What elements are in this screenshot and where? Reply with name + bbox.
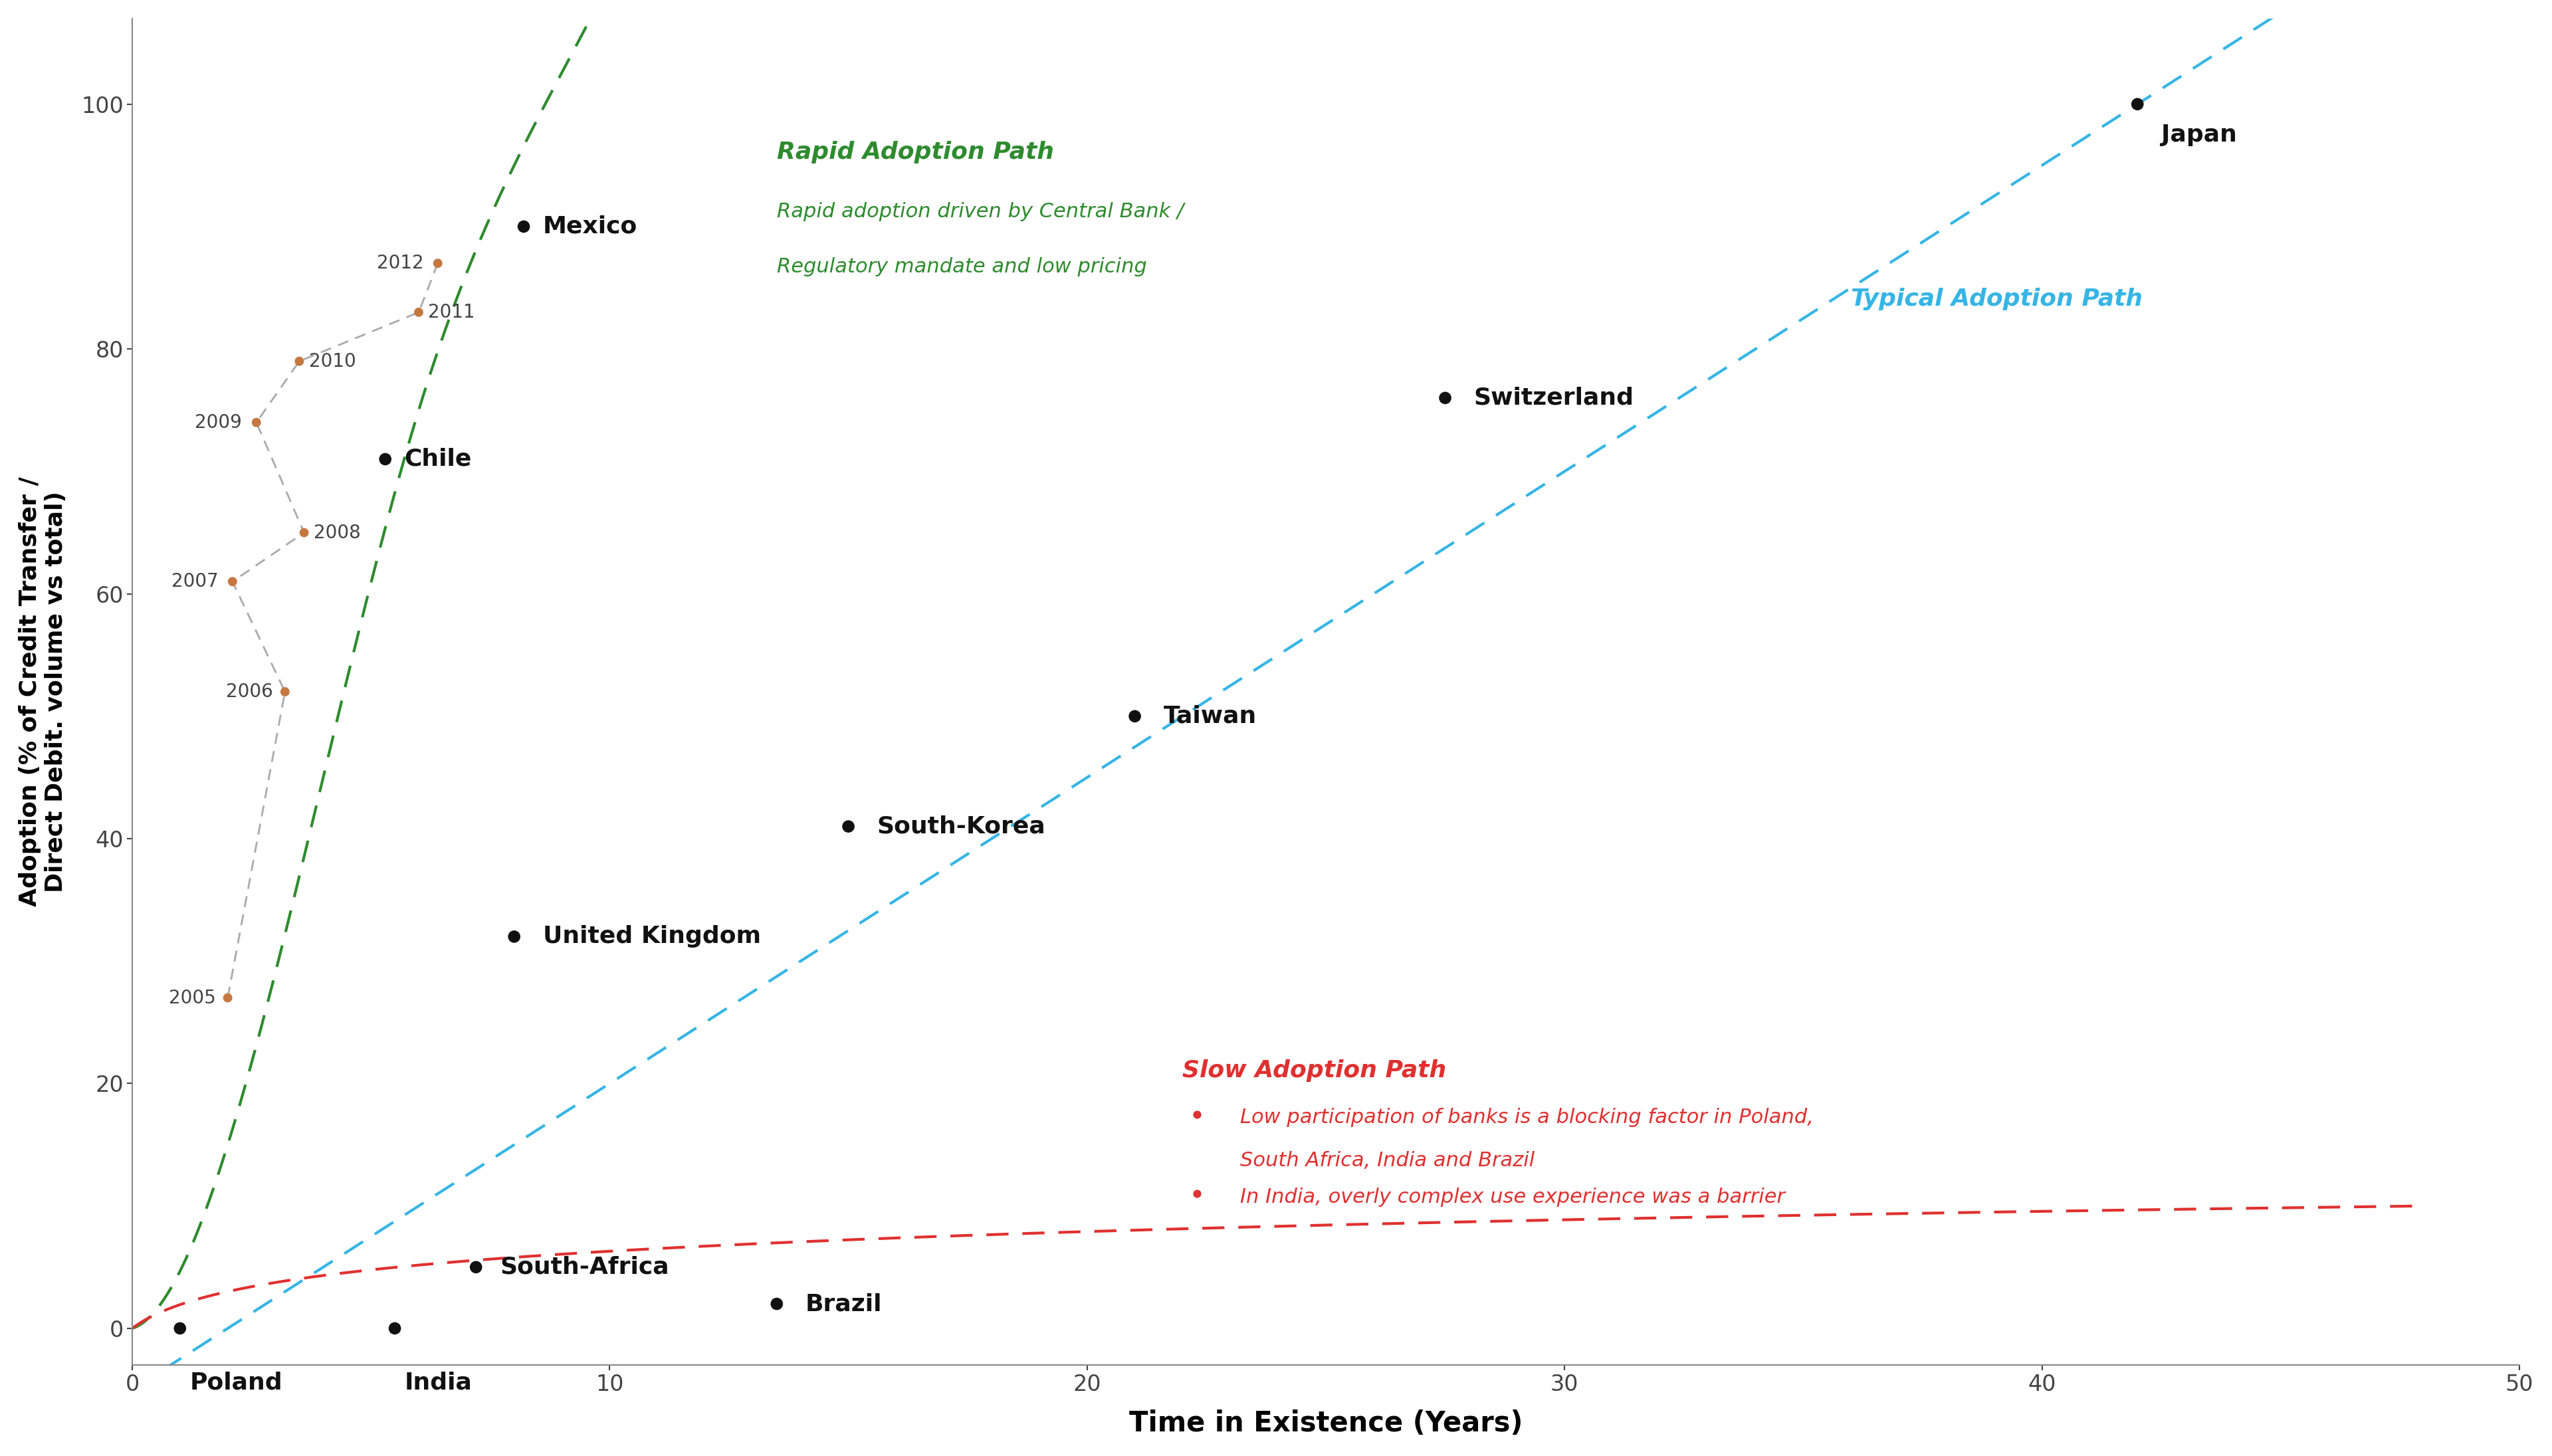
Text: 2012: 2012 xyxy=(378,253,424,272)
Text: South-Korea: South-Korea xyxy=(878,815,1046,837)
Text: 2010: 2010 xyxy=(309,352,355,370)
Text: Rapid Adoption Path: Rapid Adoption Path xyxy=(776,141,1054,163)
Point xyxy=(419,252,459,275)
Text: Brazil: Brazil xyxy=(806,1293,883,1315)
Text: Taiwan: Taiwan xyxy=(1164,705,1256,728)
Text: 2007: 2007 xyxy=(171,572,217,591)
Text: 2008: 2008 xyxy=(314,523,360,542)
Text: Mexico: Mexico xyxy=(544,215,638,237)
Point xyxy=(755,1293,796,1316)
Y-axis label: Adoption (% of Credit Transfer /
Direct Debit. volume vs total): Adoption (% of Credit Transfer / Direct … xyxy=(18,476,66,907)
Point xyxy=(1176,1102,1217,1125)
Point xyxy=(265,680,306,703)
Point xyxy=(503,215,544,239)
Point xyxy=(1115,705,1156,728)
Text: Slow Adoption Path: Slow Adoption Path xyxy=(1182,1059,1447,1082)
Point xyxy=(457,1255,498,1278)
Text: South-Africa: South-Africa xyxy=(500,1257,669,1278)
Text: Switzerland: Switzerland xyxy=(1475,387,1633,409)
Text: 2011: 2011 xyxy=(429,303,475,322)
Text: Chile: Chile xyxy=(403,448,472,470)
Point xyxy=(161,1316,202,1340)
Point xyxy=(2118,93,2159,116)
Text: 2009: 2009 xyxy=(194,414,242,432)
Text: Rapid adoption driven by Central Bank /: Rapid adoption driven by Central Bank / xyxy=(776,202,1184,221)
Point xyxy=(375,1316,416,1340)
Point xyxy=(207,986,248,1009)
Text: Low participation of banks is a blocking factor in Poland,: Low participation of banks is a blocking… xyxy=(1240,1108,1814,1127)
Point xyxy=(212,569,253,593)
Point xyxy=(1424,386,1465,409)
Point xyxy=(827,815,868,839)
Text: Poland: Poland xyxy=(189,1372,283,1393)
Point xyxy=(1176,1182,1217,1206)
Text: Regulatory mandate and low pricing: Regulatory mandate and low pricing xyxy=(776,258,1146,277)
Point xyxy=(398,300,439,323)
Text: United Kingdom: United Kingdom xyxy=(544,926,760,948)
Text: Typical Adoption Path: Typical Adoption Path xyxy=(1850,288,2144,310)
Point xyxy=(283,521,324,545)
X-axis label: Time in Existence (Years): Time in Existence (Years) xyxy=(1128,1409,1524,1437)
Text: India: India xyxy=(403,1372,472,1393)
Text: Japan: Japan xyxy=(2162,124,2238,146)
Text: In India, overly complex use experience was a barrier: In India, overly complex use experience … xyxy=(1240,1188,1784,1207)
Point xyxy=(493,925,533,948)
Point xyxy=(278,349,319,373)
Text: 2006: 2006 xyxy=(227,683,273,702)
Point xyxy=(235,411,276,434)
Text: 2005: 2005 xyxy=(168,989,217,1008)
Text: South Africa, India and Brazil: South Africa, India and Brazil xyxy=(1240,1150,1534,1171)
Point xyxy=(365,447,406,470)
